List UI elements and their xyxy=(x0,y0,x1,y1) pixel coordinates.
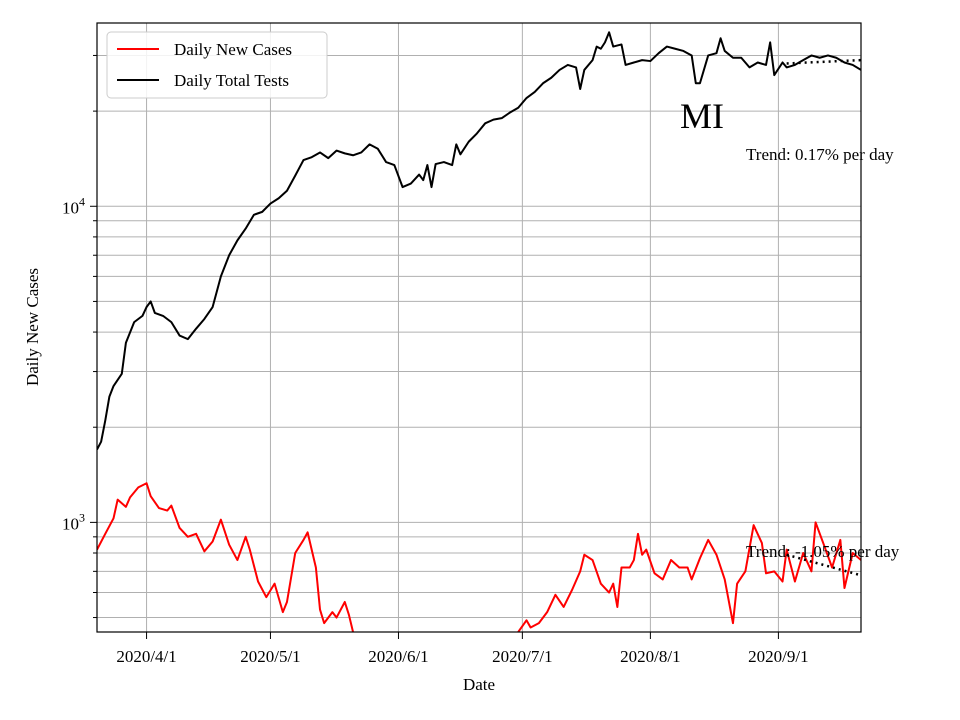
labels: MI Date Daily New Cases Trend: 0.17% per… xyxy=(23,96,900,694)
x-axis-label: Date xyxy=(463,675,495,694)
tests-trend-line xyxy=(786,58,861,65)
legend: Daily New Cases Daily Total Tests xyxy=(106,31,328,99)
y-tick-label: 103 xyxy=(62,510,85,533)
tests-line xyxy=(97,31,861,450)
cases-trend-line xyxy=(786,553,861,577)
x-tick-label: 2020/6/1 xyxy=(368,647,428,666)
x-tick-label: 2020/9/1 xyxy=(748,647,808,666)
axes: 2020/4/1 2020/5/1 2020/6/1 2020/7/1 2020/8/1… xyxy=(62,22,862,666)
plot-frame xyxy=(96,22,862,633)
tests-trend-annotation: Trend: 0.17% per day xyxy=(746,145,894,164)
chart-title: MI xyxy=(680,96,724,136)
cases-line xyxy=(97,482,355,632)
legend-box xyxy=(106,31,328,99)
x-tick-label: 2020/8/1 xyxy=(620,647,680,666)
y-axis-label: Daily New Cases xyxy=(23,268,42,386)
cases-line-segment-2 xyxy=(517,521,861,632)
legend-label-tests: Daily Total Tests xyxy=(174,71,289,90)
x-tick-label: 2020/5/1 xyxy=(240,647,300,666)
grid xyxy=(97,23,861,632)
legend-label-cases: Daily New Cases xyxy=(174,40,292,59)
x-tick-label: 2020/4/1 xyxy=(116,647,176,666)
cases-trend-annotation: Trend: -1.05% per day xyxy=(746,542,900,561)
plot-area xyxy=(97,31,861,632)
x-tick-label: 2020/7/1 xyxy=(492,647,552,666)
y-tick-label: 104 xyxy=(62,194,85,217)
